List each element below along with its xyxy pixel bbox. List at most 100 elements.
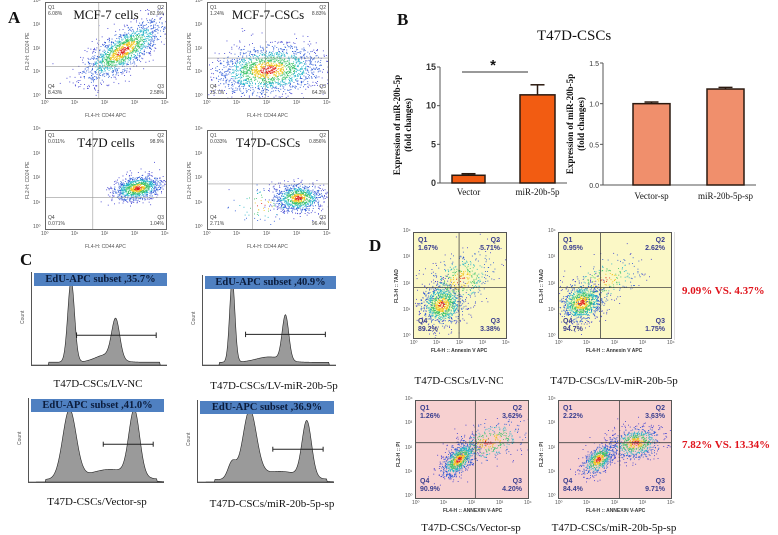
quadrant-name: Q1 bbox=[210, 133, 217, 139]
apoptosis-plot-4: Q1 2.22% Q2 3.63% Q3 9.71% Q4 84.4% bbox=[558, 400, 672, 499]
quadrant-name: Q1 bbox=[210, 5, 217, 11]
apoptosis-plot-3: Q1 1.26% Q2 3.62% Q3 4.20% Q4 90.9% bbox=[415, 400, 529, 499]
divider bbox=[674, 232, 675, 340]
quadrant-q4: Q4 2.71% bbox=[210, 215, 224, 227]
y-tick: 10³ bbox=[195, 150, 203, 157]
y-tick: 10⁴ bbox=[33, 126, 41, 132]
quadrant-q2: Q2 0.856% bbox=[309, 133, 326, 145]
x-tick: 10⁴ bbox=[524, 500, 532, 506]
plot-title: MCF-7-CSCs bbox=[231, 7, 305, 22]
y-axis-label: FL3-H :: 7AAD bbox=[394, 268, 400, 303]
x-tick: 10³ bbox=[479, 340, 487, 346]
x-tick: 10⁰ bbox=[41, 100, 49, 106]
y-tick-label: 0.0 bbox=[589, 183, 599, 190]
x-axis-label: FL4-H :: ANNEXIN V-APC bbox=[586, 508, 646, 514]
x-tick: 10⁴ bbox=[667, 340, 675, 346]
y-axis-label: FL2-H :: PI bbox=[539, 441, 545, 467]
comparison-text-sponge: 7.82% VS. 13.34% bbox=[682, 439, 771, 451]
quadrant-percent: 1.24% bbox=[210, 11, 225, 17]
quadrant-q1: Q1 2.22% bbox=[563, 405, 583, 421]
x-axis-label: FL4-H :: Annexin V APC bbox=[586, 348, 643, 354]
y-tick: 10² bbox=[33, 175, 41, 181]
quadrant-percent: 89.2% bbox=[418, 326, 438, 333]
plot-title: T47D cells bbox=[77, 135, 135, 150]
quadrant-name: Q2 bbox=[319, 133, 326, 139]
y-tick: 10⁴ bbox=[33, 0, 41, 4]
x-tick: 10⁰ bbox=[412, 500, 420, 506]
panel-label-c: C bbox=[20, 250, 33, 269]
quadrant-name: Q3 bbox=[157, 84, 164, 90]
quadrant-percent: 0.033% bbox=[210, 139, 227, 145]
quadrant-q3: Q3 3.38% bbox=[480, 318, 500, 334]
quadrant-name: Q2 bbox=[655, 405, 665, 412]
event-cloud bbox=[562, 243, 652, 314]
quadrant-name: Q3 bbox=[655, 478, 665, 485]
x-axis-label: FL4-H :: ANNEXIN V-APC bbox=[443, 508, 503, 514]
y-tick-label: 5 bbox=[431, 139, 436, 149]
x-axis-label: FL4-H :: Annexin V APC bbox=[431, 348, 488, 354]
panel-label-d: D bbox=[369, 236, 382, 255]
x-tick: 10¹ bbox=[71, 231, 79, 237]
quadrant-q2: Q2 5.71% bbox=[480, 237, 500, 253]
x-tick: 10² bbox=[611, 340, 619, 346]
y-axis-label: FL2-H :: PI bbox=[396, 441, 402, 467]
y-axis-label: Count bbox=[191, 311, 197, 325]
y-tick: 10⁴ bbox=[405, 396, 413, 402]
y-axis-label: Count bbox=[186, 432, 192, 446]
panel-label-a: A bbox=[8, 8, 21, 27]
flow-plot-1: MCF-7 cells Q1 6.08% Q2 82.9% Q3 2.58% Q4 8.43% bbox=[45, 2, 167, 99]
plot-title: MCF-7 cells bbox=[73, 7, 139, 22]
quadrant-percent: 2.58% bbox=[149, 90, 164, 96]
y-tick: 10² bbox=[195, 175, 203, 181]
plot-caption: T47D-CSCs/Vector-sp bbox=[421, 522, 521, 534]
quadrant-name: Q4 bbox=[563, 318, 573, 325]
quadrant-q1: Q1 1.24% bbox=[210, 5, 224, 17]
event-cloud bbox=[227, 184, 302, 225]
category-label: miR-20b-5p bbox=[516, 187, 560, 197]
y-tick-label: 1.5 bbox=[589, 61, 599, 68]
histogram-2: EdU-APC subset ,40.9% bbox=[202, 275, 336, 366]
quadrant-q1: Q1 1.26% bbox=[420, 405, 440, 421]
quadrant-q2: Q2 8.83% bbox=[312, 5, 326, 17]
y-tick: 10⁰ bbox=[548, 493, 556, 499]
y-tick: 10² bbox=[548, 444, 556, 451]
y-tick: 10³ bbox=[548, 254, 556, 261]
x-tick: 10² bbox=[101, 100, 109, 106]
comparison-text-lentivirus: 9.09% VS. 4.37% bbox=[682, 285, 765, 297]
flow-plot-4: T47D-CSCs Q1 0.033% Q2 0.856% Q3 96.4% Q4 2.71% bbox=[207, 130, 329, 230]
quadrant-q4: Q4 94.7% bbox=[563, 318, 583, 334]
quadrant-q3: Q3 96.4% bbox=[312, 215, 326, 227]
quadrant-q1: Q1 0.011% bbox=[48, 133, 65, 145]
quadrant-name: Q1 bbox=[48, 5, 55, 11]
x-tick: 10³ bbox=[639, 340, 647, 346]
quadrant-percent: 25.7% bbox=[210, 90, 225, 96]
quadrant-percent: 1.26% bbox=[420, 413, 440, 420]
y-axis-label: FL3-H :: 7AAD bbox=[539, 268, 545, 303]
y-axis-label: Count bbox=[17, 431, 23, 445]
quadrant-q2: Q2 2.62% bbox=[645, 237, 665, 253]
quadrant-percent: 2.62% bbox=[645, 245, 665, 252]
category-label: miR-20b-5p-sp bbox=[698, 191, 753, 201]
plot-caption: T47D-CSCs/LV-miR-20b-5p bbox=[210, 380, 338, 392]
x-tick: 10⁰ bbox=[203, 100, 211, 106]
quadrant-q1: Q1 6.08% bbox=[48, 5, 62, 17]
quadrant-q4: Q4 90.9% bbox=[420, 478, 440, 494]
category-label: Vector bbox=[457, 187, 481, 197]
x-tick: 10² bbox=[263, 100, 271, 106]
quadrant-percent: 3.63% bbox=[645, 413, 665, 420]
y-tick-label: 0.5 bbox=[589, 142, 599, 149]
y-tick: 10¹ bbox=[403, 306, 411, 313]
y-tick: 10¹ bbox=[195, 69, 203, 76]
significance-star: * bbox=[490, 57, 496, 74]
quadrant-q3: Q3 9.71% bbox=[645, 478, 665, 494]
quadrant-name: Q2 bbox=[655, 237, 665, 244]
y-tick: 10⁰ bbox=[403, 333, 411, 339]
x-tick: 10⁴ bbox=[667, 500, 675, 506]
histogram-curve bbox=[198, 410, 334, 482]
x-tick: 10² bbox=[468, 500, 476, 506]
panel-b-title: T47D-CSCs bbox=[537, 28, 612, 44]
quadrant-percent: 5.71% bbox=[480, 245, 500, 252]
y-tick: 10² bbox=[548, 280, 556, 287]
x-tick: 10⁴ bbox=[323, 100, 331, 106]
